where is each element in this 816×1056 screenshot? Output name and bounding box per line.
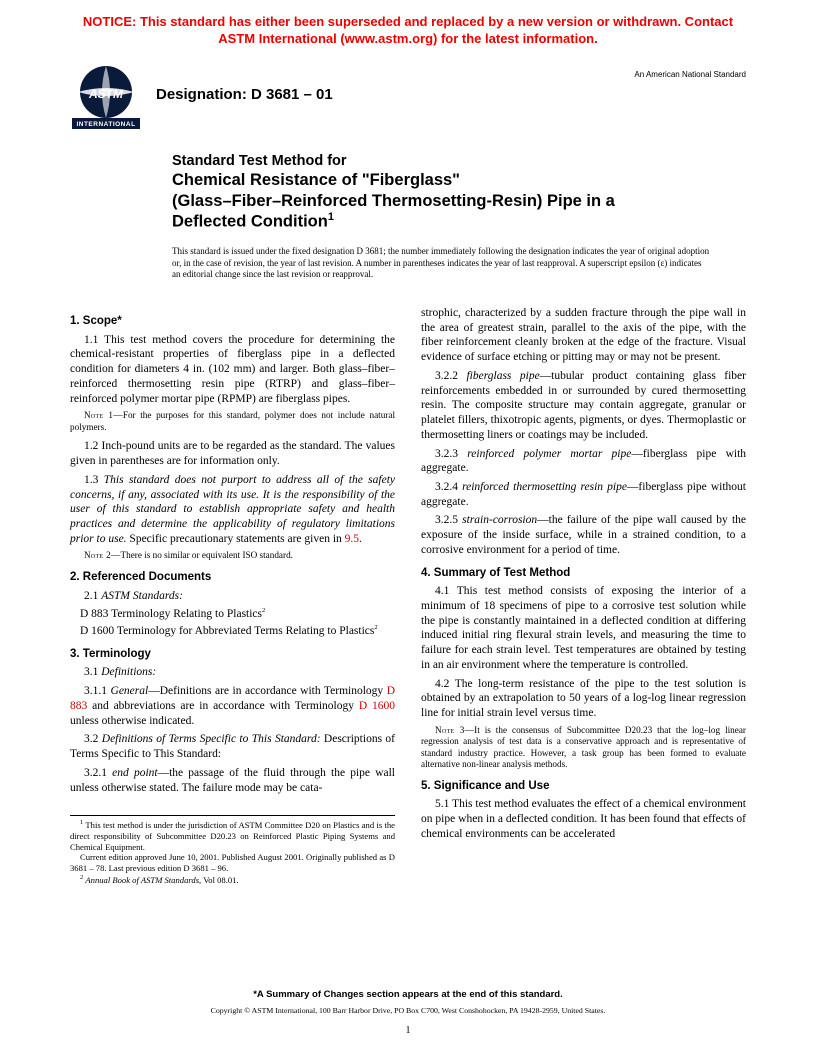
p311c: —Definitions are in accordance with Term… <box>148 685 386 697</box>
notice-banner: NOTICE: This standard has either been su… <box>0 0 816 48</box>
fn-1b: Current edition approved June 10, 2001. … <box>70 852 395 873</box>
left-column: 1. Scope* 1.1 This test method covers th… <box>70 306 395 885</box>
fn-2: 2 Annual Book of ASTM Standards, Vol 08.… <box>70 874 395 886</box>
note-2-label: Note 2— <box>84 550 120 560</box>
title-sup: 1 <box>328 211 334 223</box>
para-cont: strophic, characterized by a sudden frac… <box>421 306 746 365</box>
p311e: and abbreviations are in accordance with… <box>87 700 359 712</box>
para-1-3: 1.3 This standard does not purport to ad… <box>70 473 395 547</box>
title-block: Standard Test Method for Chemical Resist… <box>172 152 746 233</box>
p324a: 3.2.4 <box>435 481 462 493</box>
title-main: Chemical Resistance of "Fiberglass" (Gla… <box>172 170 746 232</box>
sec-4-head: 4. Summary of Test Method <box>421 566 746 581</box>
changes-note: *A Summary of Changes section appears at… <box>0 989 816 1000</box>
d1600-text: D 1600 Terminology for Abbreviated Terms… <box>80 625 374 637</box>
note-3-label: Note 3— <box>435 725 474 735</box>
note-1-label: Note 1— <box>84 410 123 420</box>
p324b: reinforced thermosetting resin pipe <box>462 481 627 493</box>
para-4-2: 4.2 The long-term resistance of the pipe… <box>421 677 746 721</box>
sec-1-head: 1. Scope* <box>70 314 395 329</box>
sec-3-head: 3. Terminology <box>70 647 395 662</box>
svg-text:INTERNATIONAL: INTERNATIONAL <box>76 121 135 128</box>
sec-5-head: 5. Significance and Use <box>421 779 746 794</box>
p31b: Definitions: <box>101 666 156 678</box>
title-line2: (Glass–Fiber–Reinforced Thermosetting-Re… <box>172 192 615 210</box>
para-1-2: 1.2 Inch-pound units are to be regarded … <box>70 439 395 468</box>
issuance-note: This standard is issued under the fixed … <box>172 246 711 280</box>
para-4-1: 4.1 This test method consists of exposin… <box>421 584 746 672</box>
para-5-1: 5.1 This test method evaluates the effec… <box>421 797 746 841</box>
designation: Designation: D 3681 – 01 <box>156 86 333 103</box>
d1600-fn: 2 <box>374 624 377 631</box>
para-3-2-2: 3.2.2 fiberglass pipe—tubular product co… <box>421 369 746 443</box>
para-2-1: 2.1 ASTM Standards: <box>70 589 395 604</box>
para-3-2-1: 3.2.1 end point—the passage of the fluid… <box>70 766 395 795</box>
para-3-2-5: 3.2.5 strain-corrosion—the failure of th… <box>421 513 746 557</box>
header-row: ASTM INTERNATIONAL Designation: D 3681 –… <box>0 48 816 130</box>
ref-d1600: D 1600 Terminology for Abbreviated Terms… <box>70 624 395 639</box>
title-lead: Standard Test Method for <box>172 152 746 170</box>
d883-text: D 883 Terminology Relating to Plastics <box>80 608 262 620</box>
note-3: Note 3—It is the consensus of Subcommitt… <box>421 725 746 771</box>
p323a: 3.2.3 <box>435 448 467 460</box>
astm-logo: ASTM INTERNATIONAL <box>70 66 142 130</box>
p325a: 3.2.5 <box>435 514 462 526</box>
para-3-1-1: 3.1.1 General—Definitions are in accorda… <box>70 684 395 728</box>
title-line1: Chemical Resistance of "Fiberglass" <box>172 171 460 189</box>
p322a: 3.2.2 <box>435 370 466 382</box>
fn2-text: Annual Book of ASTM Standards <box>85 875 199 885</box>
p311b: General <box>111 685 149 697</box>
p21a: 2.1 <box>84 590 101 602</box>
fn2b: , Vol 08.01. <box>199 875 239 885</box>
p311a: 3.1.1 <box>84 685 111 697</box>
title-line3: Deflected Condition <box>172 213 328 231</box>
fn-1: 1 This test method is under the jurisdic… <box>70 819 395 852</box>
p13e: . <box>359 533 362 545</box>
para-1-1: 1.1 This test method covers the procedur… <box>70 333 395 407</box>
note-2: Note 2—There is no similar or equivalent… <box>70 550 395 562</box>
para-3-2-3: 3.2.3 reinforced polymer mortar pipe—fib… <box>421 447 746 476</box>
p323b: reinforced polymer mortar pipe <box>467 448 631 460</box>
sec-2-head: 2. Referenced Documents <box>70 570 395 585</box>
note-1: Note 1—For the purposes for this standar… <box>70 410 395 433</box>
ans-note: An American National Standard <box>634 70 746 79</box>
body-columns: 1. Scope* 1.1 This test method covers th… <box>0 280 816 885</box>
para-3-1: 3.1 Definitions: <box>70 665 395 680</box>
copyright: Copyright © ASTM International, 100 Barr… <box>0 1006 816 1015</box>
page-footer: *A Summary of Changes section appears at… <box>0 989 816 1036</box>
right-column: strophic, characterized by a sudden frac… <box>421 306 746 885</box>
p321a: 3.2.1 <box>84 767 112 779</box>
d883-fn: 2 <box>262 607 265 614</box>
p321b: end point <box>112 767 157 779</box>
fn1-text: This test method is under the jurisdicti… <box>70 820 395 851</box>
page-number: 1 <box>0 1025 816 1036</box>
para-3-2-4: 3.2.4 reinforced thermosetting resin pip… <box>421 480 746 509</box>
p21b: ASTM Standards: <box>101 590 183 602</box>
p311g: unless otherwise indicated. <box>70 715 194 727</box>
link-d1600: D 1600 <box>359 700 395 712</box>
ref-9-5: 9.5 <box>345 533 359 545</box>
p13a: 1.3 <box>84 474 104 486</box>
p31a: 3.1 <box>84 666 101 678</box>
p32b: Definitions of Terms Specific to This St… <box>102 733 321 745</box>
ref-d883: D 883 Terminology Relating to Plastics2 <box>70 607 395 622</box>
p322b: fiberglass pipe <box>466 370 539 382</box>
p32a: 3.2 <box>84 733 102 745</box>
svg-text:ASTM: ASTM <box>88 87 124 101</box>
p13c: Specific precautionary statements are gi… <box>127 533 345 545</box>
para-3-2: 3.2 Definitions of Terms Specific to Thi… <box>70 732 395 761</box>
p325b: strain-corrosion <box>462 514 537 526</box>
note-2-text: There is no similar or equivalent ISO st… <box>120 550 292 560</box>
footnotes: 1 This test method is under the jurisdic… <box>70 815 395 885</box>
